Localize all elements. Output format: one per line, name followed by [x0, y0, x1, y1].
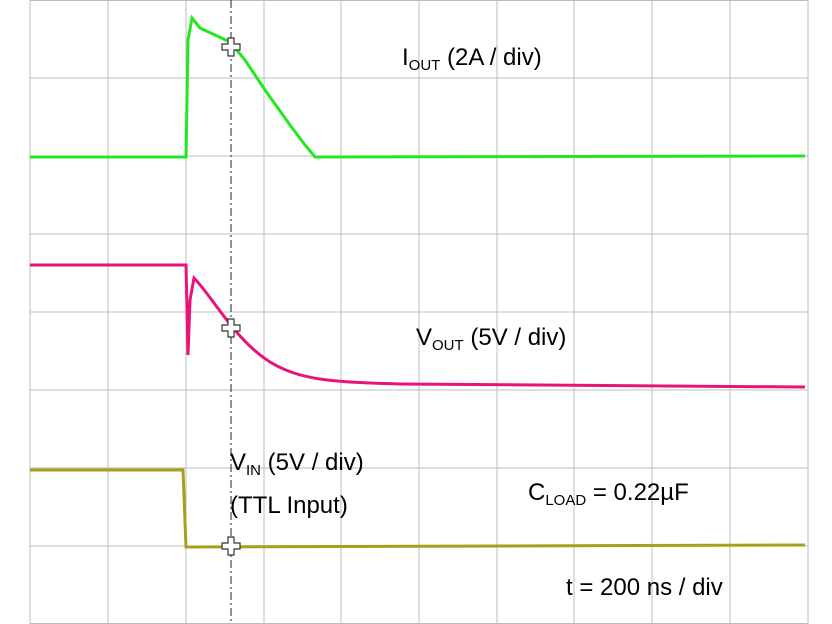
- vin-label: VIN (5V / div): [230, 449, 364, 479]
- cursor-markers: [221, 37, 241, 556]
- cload-label: CLOAD = 0.22µF: [528, 479, 689, 509]
- vin-trace: [30, 468, 806, 549]
- grid: [29, 0, 809, 624]
- iout-trace: [30, 14, 806, 159]
- iout-label: IOUT (2A / div): [402, 44, 542, 74]
- timebase-label: t = 200 ns / div: [566, 574, 723, 601]
- vout-trace: [30, 263, 806, 389]
- vin-note: (TTL Input): [230, 492, 348, 519]
- vout-label: VOUT (5V / div): [416, 324, 566, 354]
